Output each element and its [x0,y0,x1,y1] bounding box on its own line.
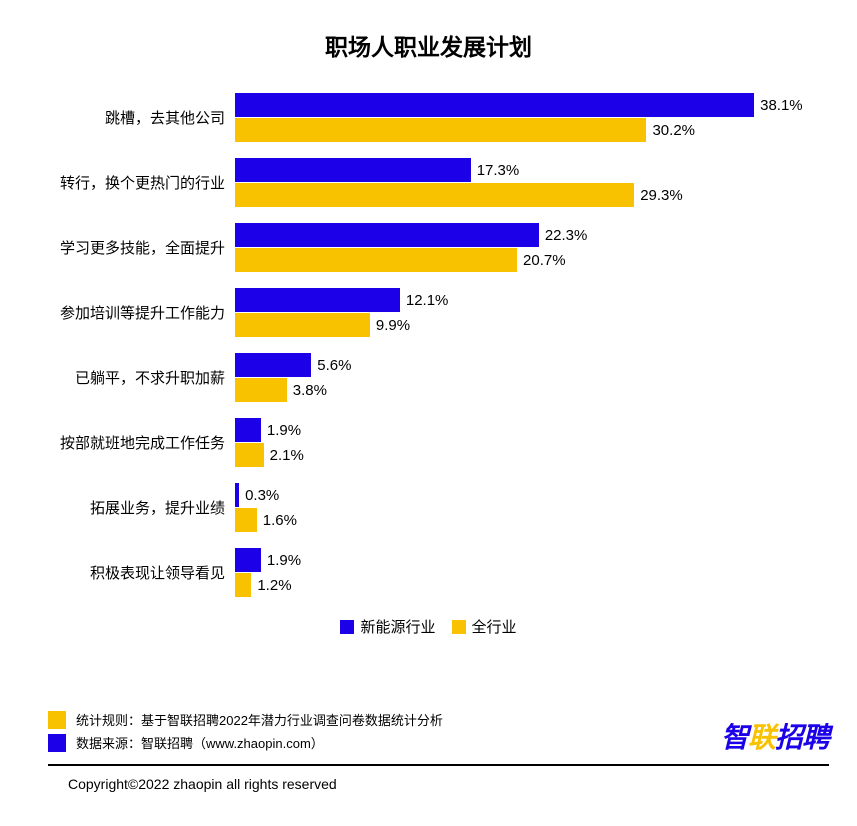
chart-title: 职场人职业发展计划 [0,0,857,72]
value-label: 3.8% [293,382,327,399]
category-label: 跳槽，去其他公司 [30,107,235,128]
bar-wrap: 20.7% [235,248,827,272]
note-row-rules: 统计规则：基于智联招聘2022年潜力行业调查问卷数据统计分析 [48,710,443,729]
bar-wrap: 3.8% [235,378,827,402]
category-label: 积极表现让领导看见 [30,562,235,583]
legend-label: 新能源行业 [360,616,435,637]
bar-wrap: 2.1% [235,443,827,467]
note-row-source: 数据来源：智联招聘（www.zhaopin.com） [48,733,443,752]
value-label: 1.2% [257,577,291,594]
chart-row: 积极表现让领导看见 1.9% 1.2% [30,547,827,598]
value-label: 20.7% [523,252,566,269]
bar-wrap: 1.9% [235,418,827,442]
brand-logo: 智联招聘 [721,716,829,756]
bar [235,378,287,402]
category-label: 已躺平，不求升职加薪 [30,367,235,388]
copyright: Copyright©2022 zhaopin all rights reserv… [68,776,829,792]
value-label: 0.3% [245,487,279,504]
bar-group: 1.9% 1.2% [235,547,827,598]
chart-row: 转行，换个更热门的行业 17.3% 29.3% [30,157,827,208]
value-label: 17.3% [477,162,520,179]
legend-swatch [452,620,466,634]
bar-wrap: 5.6% [235,353,827,377]
bar-wrap: 30.2% [235,118,827,142]
category-label: 学习更多技能，全面提升 [30,237,235,258]
bar [235,248,517,272]
value-label: 1.6% [263,512,297,529]
bar-wrap: 1.2% [235,573,827,597]
bar-wrap: 1.9% [235,548,827,572]
legend-label: 全行业 [472,616,517,637]
bar [235,573,251,597]
bar-wrap: 1.6% [235,508,827,532]
bar-wrap: 22.3% [235,223,827,247]
chart-row: 按部就班地完成工作任务 1.9% 2.1% [30,417,827,468]
note-rules-text: 统计规则：基于智联招聘2022年潜力行业调查问卷数据统计分析 [76,710,443,729]
bar [235,93,754,117]
brand-accent: 联 [748,722,775,753]
value-label: 5.6% [317,357,351,374]
category-label: 转行，换个更热门的行业 [30,172,235,193]
bar [235,313,370,337]
bar [235,418,261,442]
chart-row: 拓展业务，提升业绩 0.3% 1.6% [30,482,827,533]
bar-group: 0.3% 1.6% [235,482,827,533]
bar [235,158,471,182]
value-label: 1.9% [267,422,301,439]
legend-item: 新能源行业 [340,616,435,637]
chart-row: 已躺平，不求升职加薪 5.6% 3.8% [30,352,827,403]
bar-group: 38.1% 30.2% [235,92,827,143]
bar [235,508,257,532]
category-label: 参加培训等提升工作能力 [30,302,235,323]
bar-group: 17.3% 29.3% [235,157,827,208]
bar [235,118,646,142]
bar [235,443,264,467]
bar-wrap: 38.1% [235,93,827,117]
bar [235,548,261,572]
bar-group: 1.9% 2.1% [235,417,827,468]
value-label: 12.1% [406,292,449,309]
category-label: 按部就班地完成工作任务 [30,432,235,453]
chart-row: 学习更多技能，全面提升 22.3% 20.7% [30,222,827,273]
value-label: 29.3% [640,187,683,204]
chart-row: 跳槽，去其他公司 38.1% 30.2% [30,92,827,143]
legend-swatch [340,620,354,634]
note-swatch-blue [48,734,66,752]
value-label: 2.1% [270,447,304,464]
bar [235,353,311,377]
bar-wrap: 17.3% [235,158,827,182]
bar-group: 12.1% 9.9% [235,287,827,338]
legend-item: 全行业 [452,616,517,637]
bar-wrap: 9.9% [235,313,827,337]
footer: 统计规则：基于智联招聘2022年潜力行业调查问卷数据统计分析 数据来源：智联招聘… [48,706,829,792]
bar-wrap: 29.3% [235,183,827,207]
footer-notes: 统计规则：基于智联招聘2022年潜力行业调查问卷数据统计分析 数据来源：智联招聘… [48,706,443,756]
note-source-text: 数据来源：智联招聘（www.zhaopin.com） [76,733,324,752]
bar [235,483,239,507]
bar-wrap: 12.1% [235,288,827,312]
bar [235,288,400,312]
chart-area: 跳槽，去其他公司 38.1% 30.2% 转行，换个更热门的行业 17.3% 29.3% 学… [30,92,827,598]
value-label: 22.3% [545,227,588,244]
legend: 新能源行业 全行业 [0,616,857,638]
bar-group: 22.3% 20.7% [235,222,827,273]
brand-prefix: 智 [721,722,748,753]
bar-wrap: 0.3% [235,483,827,507]
value-label: 38.1% [760,97,803,114]
category-label: 拓展业务，提升业绩 [30,497,235,518]
chart-row: 参加培训等提升工作能力 12.1% 9.9% [30,287,827,338]
note-swatch-yellow [48,711,66,729]
bar-group: 5.6% 3.8% [235,352,827,403]
value-label: 1.9% [267,552,301,569]
brand-suffix: 招聘 [775,722,829,753]
value-label: 30.2% [652,122,695,139]
bar [235,183,634,207]
value-label: 9.9% [376,317,410,334]
bar [235,223,539,247]
